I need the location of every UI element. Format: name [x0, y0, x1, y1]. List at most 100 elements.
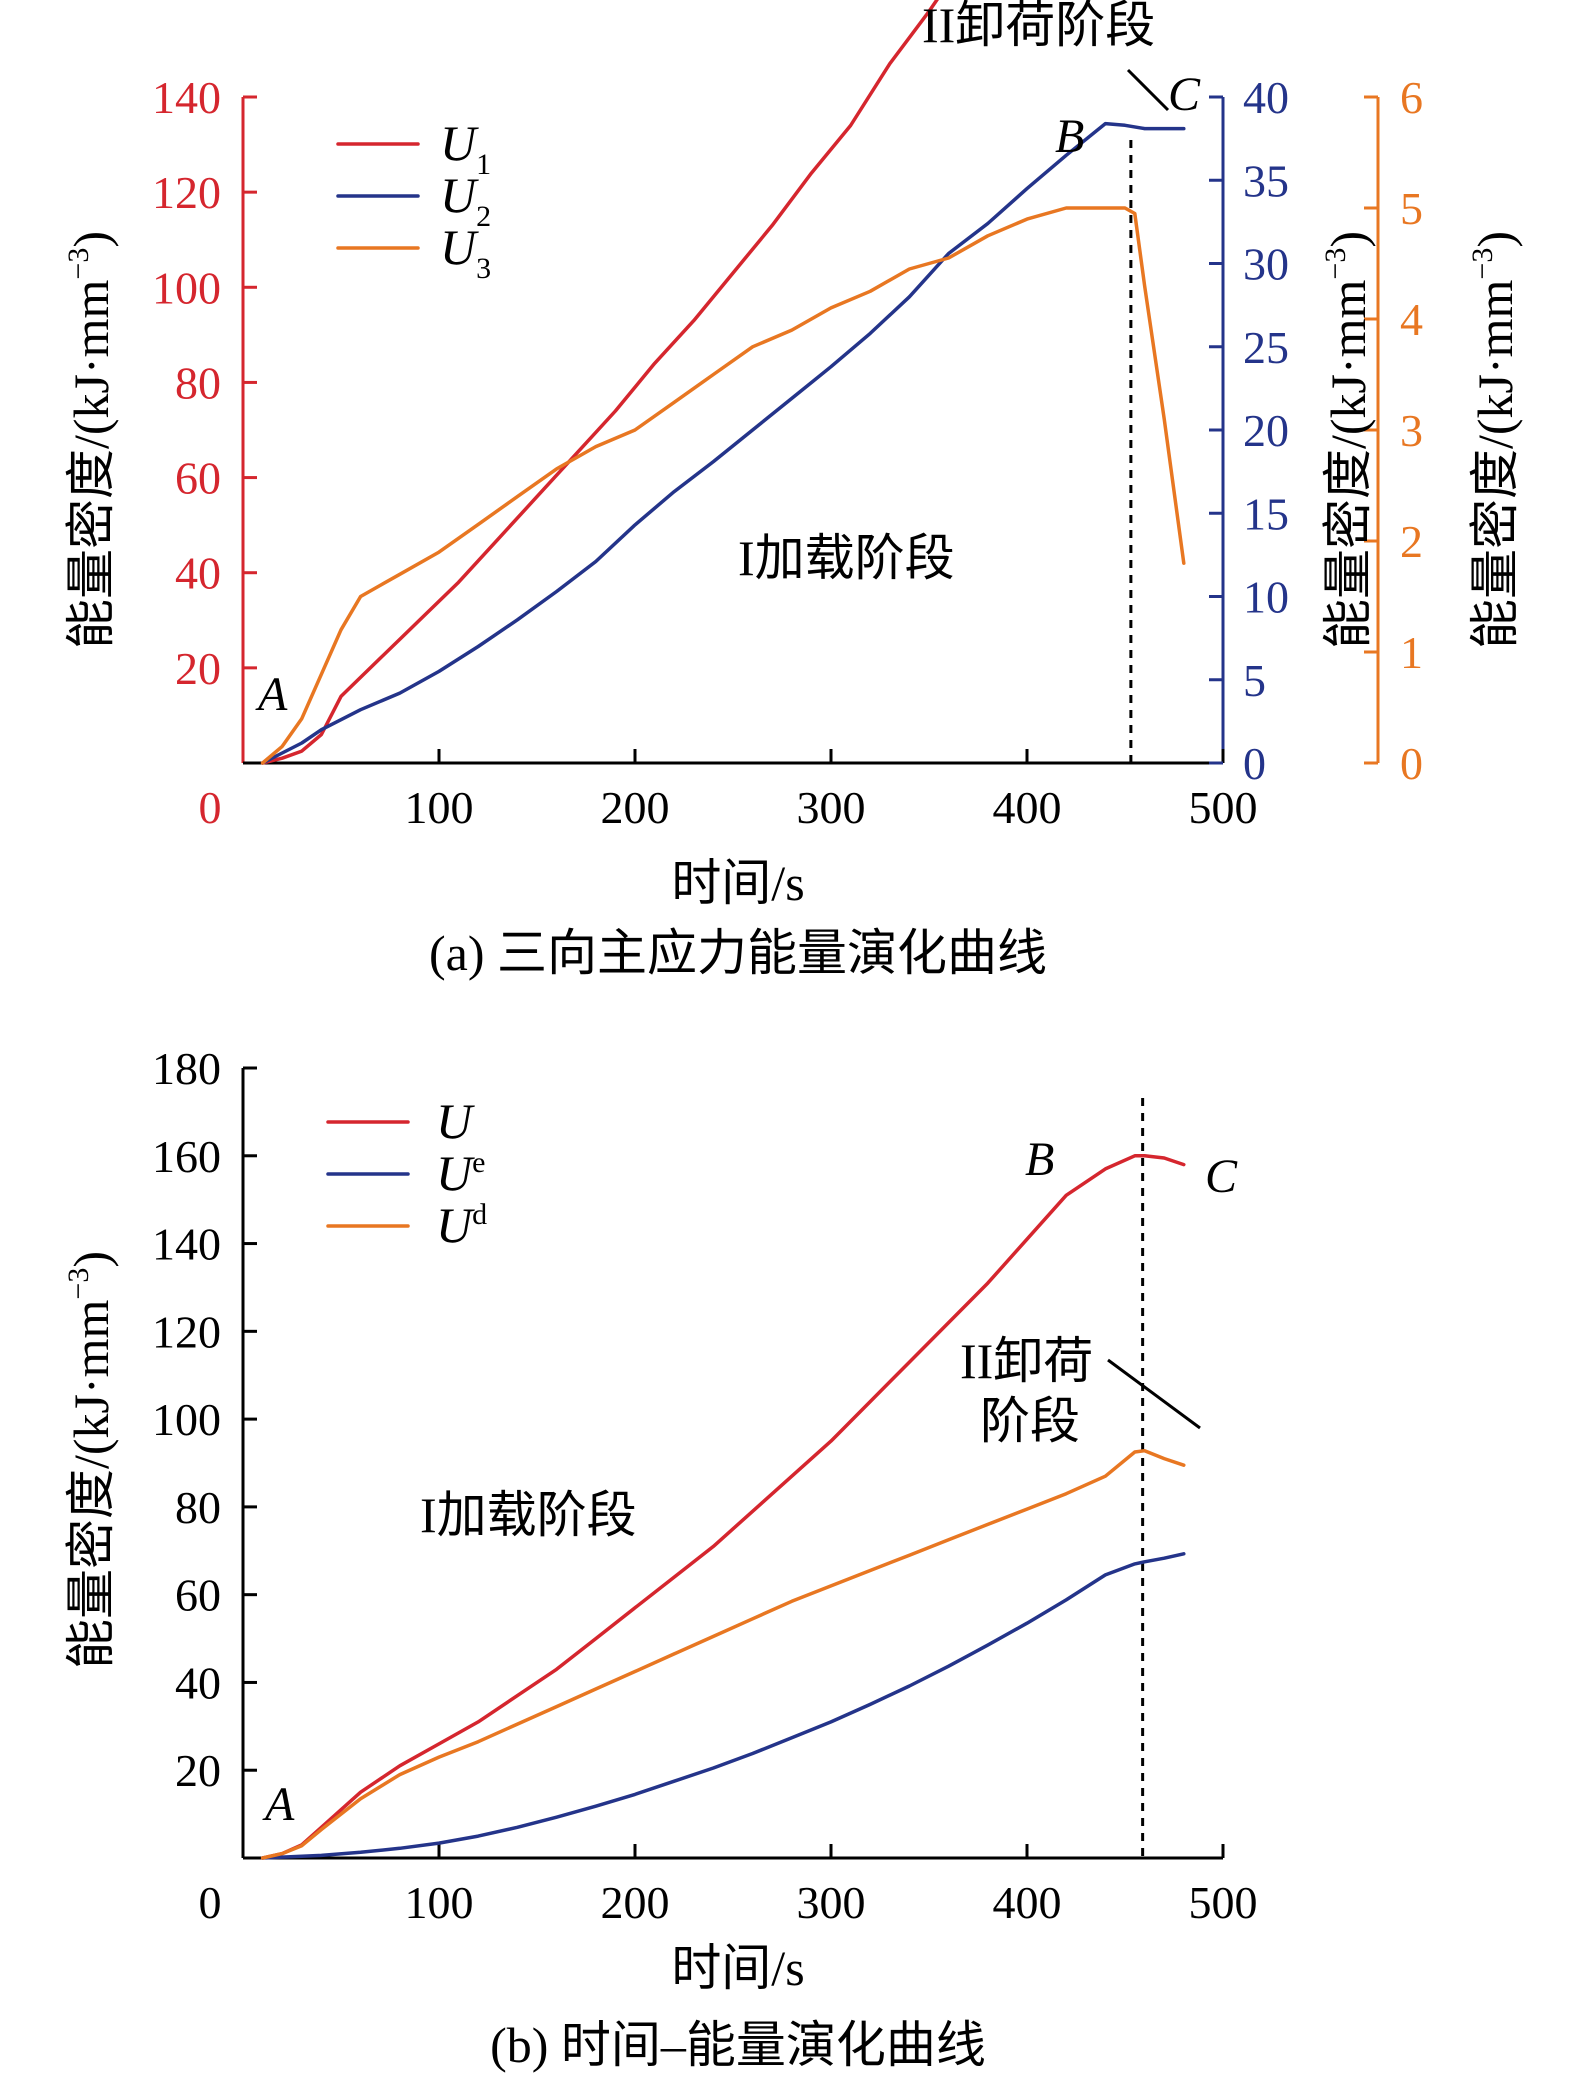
a-outer-ytick-label: 6 [1400, 72, 1423, 123]
b-ytick-label: 80 [175, 1482, 221, 1533]
a-legend-label-u1: U1 [440, 115, 491, 181]
b-ytick-label: 160 [152, 1131, 221, 1182]
a-legend-u2-sub: 2 [476, 200, 491, 233]
b-legend-ue-base: U [436, 1145, 475, 1201]
b-point-label-c: C [1205, 1150, 1238, 1203]
a-outer-ytick-label: 2 [1400, 516, 1423, 567]
a-point-label-b: B [1055, 110, 1084, 163]
a-legend-u1-sub: 1 [476, 148, 491, 181]
a-series-line-u1 [260, 0, 939, 765]
b-axes: 0 100 200 300 400 500 20 40 60 80 100 120 140 160 180 [152, 1043, 1258, 1928]
a-yaxis-left-sup: −3 [62, 248, 95, 280]
b-yaxis-main: 能量密度/(kJ·mm [63, 1299, 119, 1669]
a-left-ytick-label: 60 [175, 453, 221, 504]
a-left-ytick-label: 100 [152, 262, 221, 313]
a-point-label-c: C [1168, 68, 1201, 121]
b-legend-u-base: U [436, 1093, 475, 1149]
chart-b: 0 100 200 300 400 50020406080100120140160180 … [62, 1043, 1258, 2073]
a-left-ytick-label: 20 [175, 643, 221, 694]
b-xtick-label: 400 [993, 1877, 1062, 1928]
b-stage1-label: I加载阶段 [420, 1487, 637, 1543]
b-ytick-label: 100 [152, 1394, 221, 1445]
b-ytick-label: 140 [152, 1219, 221, 1270]
a-outer-ytick-label: 0 [1400, 738, 1423, 789]
b-ytick-label: 60 [175, 1570, 221, 1621]
b-yaxis-end: ) [63, 1251, 119, 1268]
a-left-ytick-label: 40 [175, 548, 221, 599]
a-right-ytick-label: 15 [1243, 488, 1289, 539]
b-legend-ue-sup: e [472, 1146, 485, 1179]
b-yaxis-title: 能量密度/(kJ·mm−3) [62, 1251, 119, 1669]
a-legend: U1 U2 U3 [336, 115, 491, 285]
a-series-group [260, 0, 1186, 765]
a-yaxis-right-end: ) [1320, 231, 1376, 248]
b-xtick-label: 100 [405, 1877, 474, 1928]
a-series-line-u3 [260, 206, 1186, 765]
b-series-line-u [260, 1154, 1186, 1860]
a-legend-u2-base: U [440, 167, 479, 223]
a-xtick-label: 400 [993, 782, 1062, 833]
a-xtick-label: 100 [405, 782, 474, 833]
a-yaxis-outer-sup: −3 [1466, 248, 1499, 280]
a-stage2-leader-line [1126, 68, 1170, 112]
a-outer-ytick-label: 4 [1400, 294, 1423, 345]
a-outer-ytick-label: 5 [1400, 183, 1423, 234]
b-ytick-label: 180 [152, 1043, 221, 1094]
a-yaxis-right-sup: −3 [1319, 248, 1352, 280]
b-series-line-ue [260, 1552, 1186, 1860]
b-xtick-label: 500 [1189, 1877, 1258, 1928]
b-stage2-label-line1: II卸荷 [960, 1333, 1093, 1389]
b-legend-ud-sup: d [472, 1198, 487, 1231]
a-xtick-label: 0 [199, 782, 222, 833]
a-xaxis-title: 时间/s [671, 855, 804, 911]
a-point-label-a: A [255, 668, 288, 721]
b-legend-label-ue: Ue [436, 1145, 485, 1201]
a-right-ytick-label: 10 [1243, 572, 1289, 623]
a-legend-u3-base: U [440, 219, 479, 275]
a-right-ytick-label: 5 [1243, 655, 1266, 706]
a-outer-ytick-label: 1 [1400, 627, 1423, 678]
a-outer-ytick-label: 3 [1400, 405, 1423, 456]
a-yaxis-left-main: 能量密度/(kJ·mm [63, 279, 119, 649]
chart-a: 0 100 200 300 400 500204060801001201400510152… [62, 0, 1523, 981]
a-legend-label-u3: U3 [440, 219, 491, 285]
a-axes: 0 100 200 300 400 500204060801001201400510152… [152, 72, 1423, 833]
b-yaxis-sup: −3 [62, 1268, 95, 1300]
b-xaxis-title: 时间/s [671, 1940, 804, 1996]
b-ytick-label: 120 [152, 1306, 221, 1357]
a-right-ytick-label: 25 [1243, 322, 1289, 373]
a-series-line-u2 [260, 121, 1186, 765]
a-yaxis-title-outer: 能量密度/(kJ·mm−3) [1466, 231, 1523, 649]
a-yaxis-title-left: 能量密度/(kJ·mm−3) [62, 231, 119, 649]
b-xtick-label: 200 [601, 1877, 670, 1928]
a-legend-u3-sub: 3 [476, 252, 491, 285]
b-point-label-b: B [1025, 1133, 1054, 1186]
a-stage1-label: I加载阶段 [738, 530, 955, 586]
a-left-ytick-label: 140 [152, 72, 221, 123]
a-yaxis-title-right: 能量密度/(kJ·mm−3) [1319, 231, 1376, 649]
a-right-ytick-label: 30 [1243, 239, 1289, 290]
b-caption: (b) 时间–能量演化曲线 [490, 2017, 986, 2073]
a-right-ytick-label: 0 [1243, 738, 1266, 789]
a-legend-label-u2: U2 [440, 167, 491, 233]
a-yaxis-outer-main: 能量密度/(kJ·mm [1467, 279, 1523, 649]
b-legend: U Ue Ud [326, 1093, 487, 1253]
a-right-ytick-label: 20 [1243, 405, 1289, 456]
a-yaxis-right-main: 能量密度/(kJ·mm [1320, 279, 1376, 649]
b-series-group [260, 1154, 1186, 1860]
b-series-line-ud [260, 1448, 1186, 1860]
a-xtick-label: 300 [797, 782, 866, 833]
a-xtick-label: 500 [1189, 782, 1258, 833]
b-legend-label-u: U [436, 1093, 475, 1149]
b-point-label-a: A [262, 1778, 295, 1831]
a-stage2-label: II卸荷阶段 [922, 0, 1155, 53]
b-ytick-label: 40 [175, 1657, 221, 1708]
a-right-ytick-label: 35 [1243, 155, 1289, 206]
b-stage2-leader-line [1107, 1358, 1201, 1430]
a-legend-u1-base: U [440, 115, 479, 171]
b-ytick-label: 20 [175, 1745, 221, 1796]
b-legend-label-ud: Ud [436, 1197, 487, 1253]
a-yaxis-outer-end: ) [1467, 231, 1523, 248]
